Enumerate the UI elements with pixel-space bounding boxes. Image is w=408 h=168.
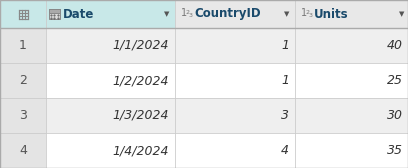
Bar: [46, 63, 175, 98]
Text: Date: Date: [63, 8, 94, 20]
Bar: [175, 0, 408, 28]
Bar: [295, 133, 408, 168]
Text: 30: 30: [387, 109, 403, 122]
Text: 2: 2: [185, 10, 189, 14]
Text: 1/2/2024: 1/2/2024: [113, 74, 169, 87]
Bar: [49, 9, 60, 12]
Bar: [175, 98, 295, 133]
Text: 25: 25: [387, 74, 403, 87]
Bar: [18, 10, 27, 18]
Bar: [46, 28, 175, 63]
Text: 1/1/2024: 1/1/2024: [113, 39, 169, 52]
Bar: [175, 28, 295, 63]
Bar: [295, 98, 408, 133]
Bar: [0, 98, 46, 133]
Bar: [0, 0, 175, 28]
Bar: [0, 133, 46, 168]
Bar: [46, 98, 175, 133]
Text: 35: 35: [387, 144, 403, 157]
Text: 1/4/2024: 1/4/2024: [113, 144, 169, 157]
Text: ▼: ▼: [164, 11, 170, 17]
Text: 3: 3: [281, 109, 289, 122]
Text: 1: 1: [19, 39, 27, 52]
Text: 1/3/2024: 1/3/2024: [113, 109, 169, 122]
Text: 4: 4: [19, 144, 27, 157]
Text: 2: 2: [19, 74, 27, 87]
Bar: [175, 63, 295, 98]
Text: 2: 2: [305, 10, 309, 14]
Text: 1: 1: [281, 74, 289, 87]
Text: 3: 3: [188, 13, 193, 18]
Text: 40: 40: [387, 39, 403, 52]
Text: 3: 3: [308, 13, 313, 18]
Text: CountryID: CountryID: [194, 8, 261, 20]
Text: 3: 3: [19, 109, 27, 122]
Bar: [295, 28, 408, 63]
Text: 4: 4: [281, 144, 289, 157]
Text: 1: 1: [281, 39, 289, 52]
Text: 1: 1: [181, 9, 187, 18]
Bar: [46, 133, 175, 168]
Bar: [175, 133, 295, 168]
Bar: [0, 28, 46, 63]
Bar: [49, 9, 60, 19]
Text: Units: Units: [314, 8, 348, 20]
Bar: [295, 63, 408, 98]
Text: ▼: ▼: [399, 11, 405, 17]
Text: 1: 1: [301, 9, 307, 18]
Bar: [0, 63, 46, 98]
Text: ▼: ▼: [284, 11, 290, 17]
